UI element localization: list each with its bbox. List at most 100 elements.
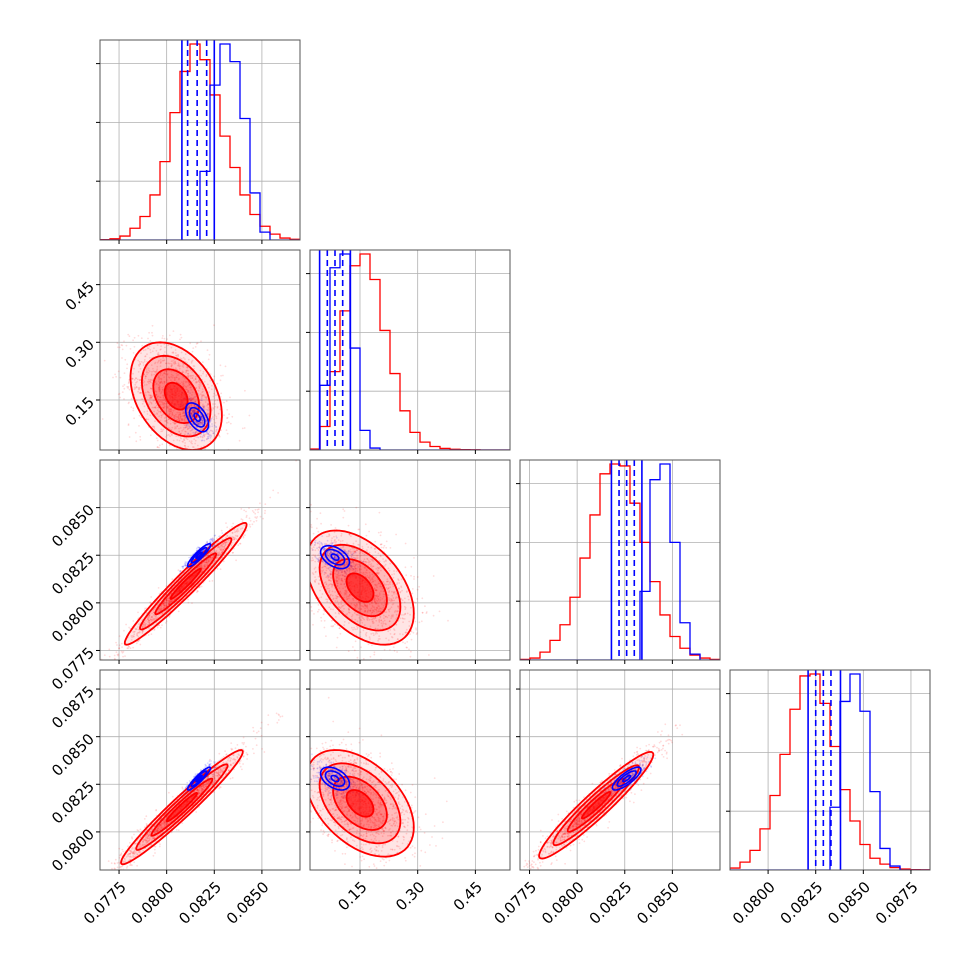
sample-point-red [329, 602, 332, 605]
sample-point-red [160, 608, 163, 611]
sample-point-red [246, 529, 248, 532]
sample-point-red [185, 425, 188, 427]
sample-point-red [404, 597, 406, 600]
sample-point-red [185, 430, 187, 433]
sample-point-blue [190, 412, 193, 415]
sample-point-red [138, 392, 141, 394]
sample-point-red [348, 567, 351, 569]
sample-point-blue [191, 409, 194, 412]
sample-point-red [189, 399, 192, 402]
sample-point-red [235, 530, 238, 533]
sample-point-red [170, 363, 173, 365]
sample-point-red [127, 423, 130, 425]
sample-point-red [327, 564, 329, 567]
sample-point-red [197, 431, 200, 434]
sample-point-red [344, 585, 347, 588]
sample-point-red [157, 377, 160, 379]
sample-point-red [149, 434, 152, 437]
sample-point-red [217, 412, 220, 415]
sample-point-red [345, 589, 347, 592]
sample-point-red [193, 397, 195, 400]
sample-point-red [108, 648, 111, 651]
sample-point-blue [194, 411, 197, 413]
sample-point-blue [201, 422, 203, 424]
sample-point-red [163, 376, 166, 378]
sample-point-red [352, 597, 355, 600]
sample-point-red [186, 388, 189, 391]
sample-point-red [389, 580, 392, 583]
sample-point-blue [201, 416, 203, 418]
sample-point-red [193, 404, 196, 406]
sample-point-red [374, 596, 376, 599]
sample-point-red [125, 344, 128, 347]
sample-point-red [189, 386, 192, 389]
sample-point-red [255, 519, 258, 522]
sample-point-red [194, 439, 197, 442]
sample-point-red [158, 415, 161, 418]
sample-point-red [185, 369, 188, 372]
sample-point-red [183, 437, 186, 439]
sample-point-red [180, 351, 183, 354]
sample-point-red [150, 633, 153, 635]
sample-point-red [182, 441, 185, 443]
sample-point-red [370, 546, 373, 549]
sample-point-blue [190, 414, 193, 417]
sample-point-red [311, 572, 314, 574]
sample-point-blue [200, 433, 203, 436]
sample-point-red [259, 515, 262, 518]
sample-point-red [153, 614, 156, 617]
sample-point-red [126, 363, 129, 366]
sample-point-blue [200, 418, 203, 421]
sample-point-red [162, 407, 165, 409]
sample-point-red [377, 552, 380, 555]
sample-point-red [234, 537, 237, 540]
sample-point-red [151, 615, 154, 618]
sample-point-red [202, 557, 205, 560]
sample-point-red [337, 603, 340, 606]
sample-point-red [325, 583, 328, 585]
sample-point-red [206, 563, 208, 566]
sample-point-red [141, 625, 144, 628]
sample-point-red [330, 524, 332, 526]
sample-point-red [338, 613, 341, 615]
sample-point-blue [188, 425, 191, 428]
sample-point-red [144, 625, 147, 627]
sample-point-red [169, 600, 172, 602]
sample-point-red [334, 542, 337, 544]
sample-point-red [182, 376, 185, 379]
sample-point-red [374, 583, 377, 586]
sample-point-red [192, 365, 195, 367]
sample-point-red [321, 566, 323, 569]
sample-point-red [194, 408, 197, 411]
sample-point-blue [196, 421, 199, 424]
sample-point-red [168, 410, 170, 413]
sample-point-red [174, 352, 177, 354]
sample-point-red [169, 600, 172, 602]
contour-red [163, 381, 189, 411]
sample-point-red [108, 660, 110, 662]
sample-point-red [130, 397, 133, 400]
sample-point-red [361, 552, 364, 555]
sample-point-red [161, 401, 164, 404]
sample-point-red [172, 374, 174, 377]
sample-point-red [168, 601, 171, 604]
sample-point-red [178, 378, 180, 381]
sample-point-red [235, 559, 238, 562]
sample-point-red [349, 593, 351, 596]
sample-point-red [194, 378, 197, 380]
sample-point-red [153, 347, 155, 349]
sample-point-red [166, 406, 169, 409]
sample-point-red [154, 371, 157, 373]
sample-point-red [170, 599, 173, 602]
sample-point-red [383, 575, 386, 577]
sample-point-red [356, 569, 359, 572]
sample-point-red [346, 598, 348, 601]
sample-point-blue [182, 567, 185, 570]
sample-point-red [335, 575, 338, 578]
sample-point-red [147, 616, 149, 619]
sample-point-blue [184, 564, 187, 566]
sample-point-red [158, 378, 161, 381]
sample-point-red [171, 426, 174, 429]
sample-point-red [175, 372, 178, 375]
sample-point-red [373, 651, 376, 654]
